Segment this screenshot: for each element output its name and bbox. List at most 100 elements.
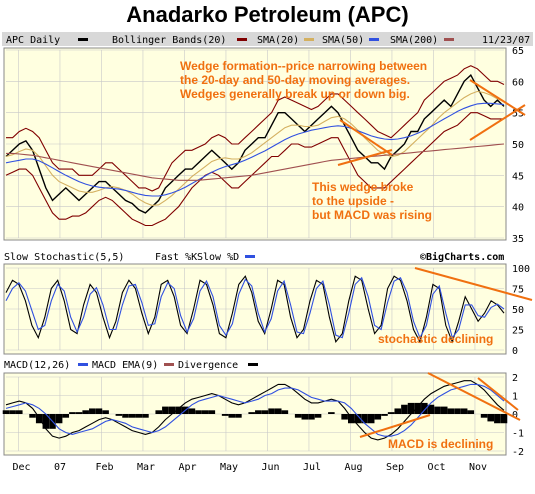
y-tick-label: 100: [512, 264, 530, 275]
divergence-bar: [460, 408, 468, 414]
divergence-bar: [168, 406, 176, 414]
y-tick-label: 65: [512, 46, 524, 57]
x-tick-label: Jun: [261, 462, 279, 473]
divergence-bar: [487, 414, 494, 422]
divergence-bar: [381, 414, 388, 416]
divergence-bar: [281, 410, 289, 414]
x-tick-label: Sep: [386, 462, 404, 473]
divergence-bar: [387, 412, 395, 414]
divergence-bar: [374, 414, 382, 420]
legend-divergence: Divergence: [178, 360, 238, 371]
stochastic-legend: Slow Stochastic(5,5) Fast %K Slow %D ©Bi…: [4, 251, 504, 263]
annotations: Wedge formation--price narrowing between…: [180, 59, 533, 451]
divergence-bar: [201, 410, 209, 414]
divergence-bar: [268, 408, 275, 414]
macd-divergence-bars: [2, 402, 508, 429]
annotation-wedge-1: Wedge formation--price narrowing between: [180, 59, 427, 73]
macd-legend: MACD(12,26) MACD EMA(9) Divergence: [4, 360, 258, 371]
legend-slow-d: Slow %D: [197, 252, 239, 263]
divergence-bar: [447, 408, 455, 414]
divergence-bar: [75, 412, 83, 414]
legend-slow-d-swatch: [245, 255, 255, 258]
divergence-bar: [294, 414, 302, 418]
divergence-bar: [440, 406, 448, 414]
series-fast-k: [5, 275, 505, 344]
divergence-bar: [102, 410, 109, 414]
divergence-bar: [69, 412, 76, 414]
y-tick-label: 40: [512, 203, 524, 214]
divergence-bar: [480, 414, 488, 418]
legend-fast-k: Fast %K: [155, 252, 197, 263]
divergence-bar: [328, 412, 335, 414]
annotation-macd: MACD is declining: [388, 437, 493, 451]
y-tick-label: 60: [512, 77, 524, 88]
divergence-bar: [9, 410, 16, 414]
divergence-bar: [348, 414, 355, 424]
divergence-bar: [128, 414, 136, 418]
price-legend: APC Daily Bollinger Bands(20) SMA(20) SM…: [2, 32, 533, 46]
legend-sma20: SMA(20): [257, 35, 299, 46]
macd-y-ticks: -2 -1 0 1 2: [512, 373, 524, 458]
annotation-breakout-2: to the upside -: [312, 194, 394, 208]
wedge-upper-line: [339, 119, 393, 156]
divergence-bar: [95, 408, 103, 414]
wedge2-lower-line: [469, 104, 526, 141]
divergence-bar: [188, 408, 196, 414]
divergence-bar: [301, 414, 309, 420]
divergence-bar: [414, 402, 421, 414]
divergence-bar: [274, 408, 282, 414]
stochastic-series: [5, 275, 505, 344]
divergence-bar: [115, 414, 123, 416]
x-tick-label: Mar: [137, 462, 155, 473]
legend-macd-ema: MACD EMA(9): [92, 360, 158, 371]
series-sma-200-: [6, 143, 505, 181]
legend-bollinger: Bollinger Bands(20): [112, 35, 226, 46]
divergence-bar: [407, 402, 415, 414]
divergence-bar: [500, 414, 508, 424]
legend-date: 11/23/07: [482, 35, 530, 46]
watermark: ©BigCharts.com: [420, 251, 504, 263]
divergence-bar: [55, 414, 63, 424]
divergence-bar: [454, 408, 461, 414]
legend-sma50: SMA(50): [322, 35, 364, 46]
y-tick-label: 25: [512, 326, 524, 337]
divergence-bar: [228, 414, 236, 418]
price-legend-bg: [2, 32, 533, 46]
legend-ema-swatch: [164, 363, 174, 366]
divergence-bar: [401, 404, 408, 414]
y-tick-label: 75: [512, 285, 524, 296]
divergence-bar: [16, 410, 23, 414]
divergence-bar: [341, 414, 348, 420]
y-tick-label: 1: [512, 392, 518, 403]
divergence-bar: [162, 406, 169, 414]
divergence-bar: [2, 410, 10, 414]
annotation-breakout-3: but MACD was rising: [312, 208, 432, 222]
series-bollinger-lower: [5, 112, 504, 227]
y-tick-label: -2: [512, 447, 524, 458]
series-bollinger-upper: [6, 65, 505, 192]
legend-stochastic: Slow Stochastic(5,5): [4, 252, 124, 263]
legend-sma20-swatch: [304, 38, 314, 41]
divergence-bar: [155, 410, 162, 414]
y-tick-label: -1: [512, 429, 524, 440]
divergence-bar: [308, 414, 315, 420]
divergence-bar: [421, 402, 428, 414]
legend-sma200: SMA(200): [390, 35, 438, 46]
x-tick-label: 07: [54, 462, 66, 473]
divergence-bar: [314, 414, 322, 418]
series-sma-20-: [5, 90, 505, 206]
annotation-wedge-2: the 20-day and 50-day moving averages.: [180, 73, 410, 87]
x-tick-label: Oct: [427, 462, 445, 473]
legend-macd: MACD(12,26): [4, 360, 70, 371]
x-axis-labels: Dec 07 Feb Mar Apr May Jun Jul Aug Sep Oct Nov: [12, 462, 487, 473]
divergence-bar: [367, 414, 375, 424]
legend-divergence-swatch: [248, 363, 258, 366]
legend-ticker: APC Daily: [6, 35, 60, 46]
divergence-bar: [235, 414, 242, 418]
divergence-bar: [434, 406, 441, 414]
wedge2-upper-line: [469, 79, 526, 116]
chart-title: Anadarko Petroleum (APC): [126, 2, 409, 27]
annotation-breakout-1: This wedge broke: [312, 180, 414, 194]
divergence-bar: [255, 410, 262, 414]
